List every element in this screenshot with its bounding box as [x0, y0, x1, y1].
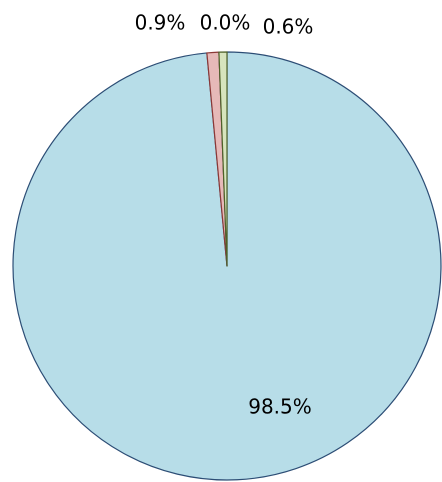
pie-slice [218, 51, 228, 267]
data-label: 0.9% [135, 11, 186, 35]
data-label: 98.5% [248, 395, 312, 419]
data-label: 0.0% [200, 11, 251, 35]
data-label: 0.6% [263, 15, 314, 39]
